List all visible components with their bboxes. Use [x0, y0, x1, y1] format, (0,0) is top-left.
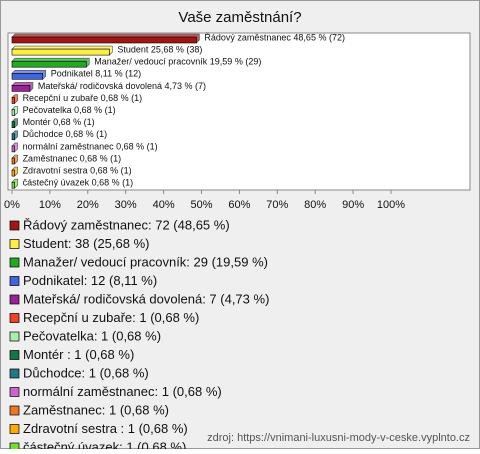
x-tick-label: 70% — [266, 199, 288, 211]
legend-label: Recepční u zubaře: 1 (0,68 %) — [23, 310, 199, 325]
legend-label: Podnikatel: 12 (8,11 %) — [23, 273, 157, 288]
x-tick-label: 30% — [115, 199, 137, 211]
legend-label: Manažer/ vedoucí pracovník: 29 (19,59 %) — [23, 254, 268, 269]
x-tick-label: 10% — [39, 199, 61, 211]
bar — [11, 181, 15, 189]
value-label: Podnikatel 8,11 % (12) — [51, 69, 141, 79]
bar — [11, 133, 15, 141]
value-label: Manažer/ vedoucí pracovník 19,59 % (29) — [94, 57, 261, 67]
legend-label: Montér : 1 (0,68 %) — [23, 347, 134, 362]
legend-label: Důchodce: 1 (0,68 %) — [23, 365, 149, 380]
legend-swatch — [9, 313, 20, 323]
value-label: normální zaměstnanec 0,68 % (1) — [23, 141, 158, 151]
value-label: Řádový zaměstnanec 48,65 % (72) — [204, 32, 345, 42]
value-label: Recepční u zubaře 0,68 % (1) — [23, 93, 143, 103]
bar — [11, 97, 15, 104]
source: zdroj: https://vnimani-luxusni-mody-v-ce… — [207, 432, 470, 444]
x-tick-label: 100% — [377, 199, 405, 211]
legend-swatch — [9, 405, 20, 416]
legend-label: Zaměstnanec: 1 (0,68 %) — [23, 402, 169, 417]
legend-swatch — [9, 350, 20, 360]
legend-label: Mateřská/ rodičovská dovolená: 7 (4,73 %… — [23, 291, 269, 306]
bar — [11, 73, 44, 80]
x-tick-label: 20% — [77, 199, 99, 211]
bar — [11, 85, 31, 92]
value-label: Pečovatelka 0,68 % (1) — [23, 105, 116, 115]
legend-label: Řádový zaměstnanec: 72 (48,65 %) — [23, 217, 230, 232]
x-tick-label: 50% — [190, 199, 212, 211]
legend-swatch — [9, 220, 20, 231]
x-tick-label: 60% — [228, 199, 250, 211]
legend-swatch — [9, 257, 20, 268]
bar — [11, 36, 197, 44]
legend-label: částečný úvazek: 1 (0,68 %) — [23, 439, 186, 449]
legend-label: Zdravotní sestra : 1 (0,68 %) — [23, 421, 188, 436]
legend-swatch — [9, 276, 20, 286]
value-label: Důchodce 0,68 % (1) — [23, 129, 108, 139]
value-label: Zdravotní sestra 0,68 % (1) — [23, 165, 132, 175]
legend-swatch — [9, 442, 20, 453]
value-label: Mateřská/ rodičovská dovolená 4,73 % (7) — [38, 81, 206, 91]
bar — [11, 109, 15, 116]
bar — [11, 121, 15, 128]
legend-label: normální zaměstnanec: 1 (0,68 %) — [23, 384, 222, 399]
value-label: Montér 0,68 % (1) — [23, 117, 95, 127]
legend-swatch — [9, 239, 20, 249]
value-label: Zaměstnanec 0,68 % (1) — [23, 153, 122, 163]
x-tick-label: 80% — [304, 199, 326, 211]
legend-swatch — [9, 387, 20, 397]
x-tick-label: 0% — [4, 199, 20, 211]
legend-swatch — [9, 368, 20, 379]
value-label: částečný úvazek 0,68 % (1) — [23, 178, 134, 188]
legend-swatch — [9, 331, 20, 342]
legend-label: Student: 38 (25,68 %) — [23, 236, 149, 251]
legend-swatch — [9, 424, 20, 434]
chart-title: Vaše zaměstnání? — [178, 9, 301, 26]
bar — [11, 145, 15, 153]
bar — [11, 169, 15, 177]
bar — [11, 60, 87, 68]
legend-label: Pečovatelka: 1 (0,68 %) — [23, 328, 161, 343]
x-tick-label: 90% — [342, 199, 364, 211]
bar — [11, 48, 110, 56]
legend-swatch — [9, 294, 20, 305]
value-label: Student 25,68 % (38) — [117, 44, 202, 54]
bar — [11, 157, 15, 165]
x-tick-label: 40% — [153, 199, 175, 211]
